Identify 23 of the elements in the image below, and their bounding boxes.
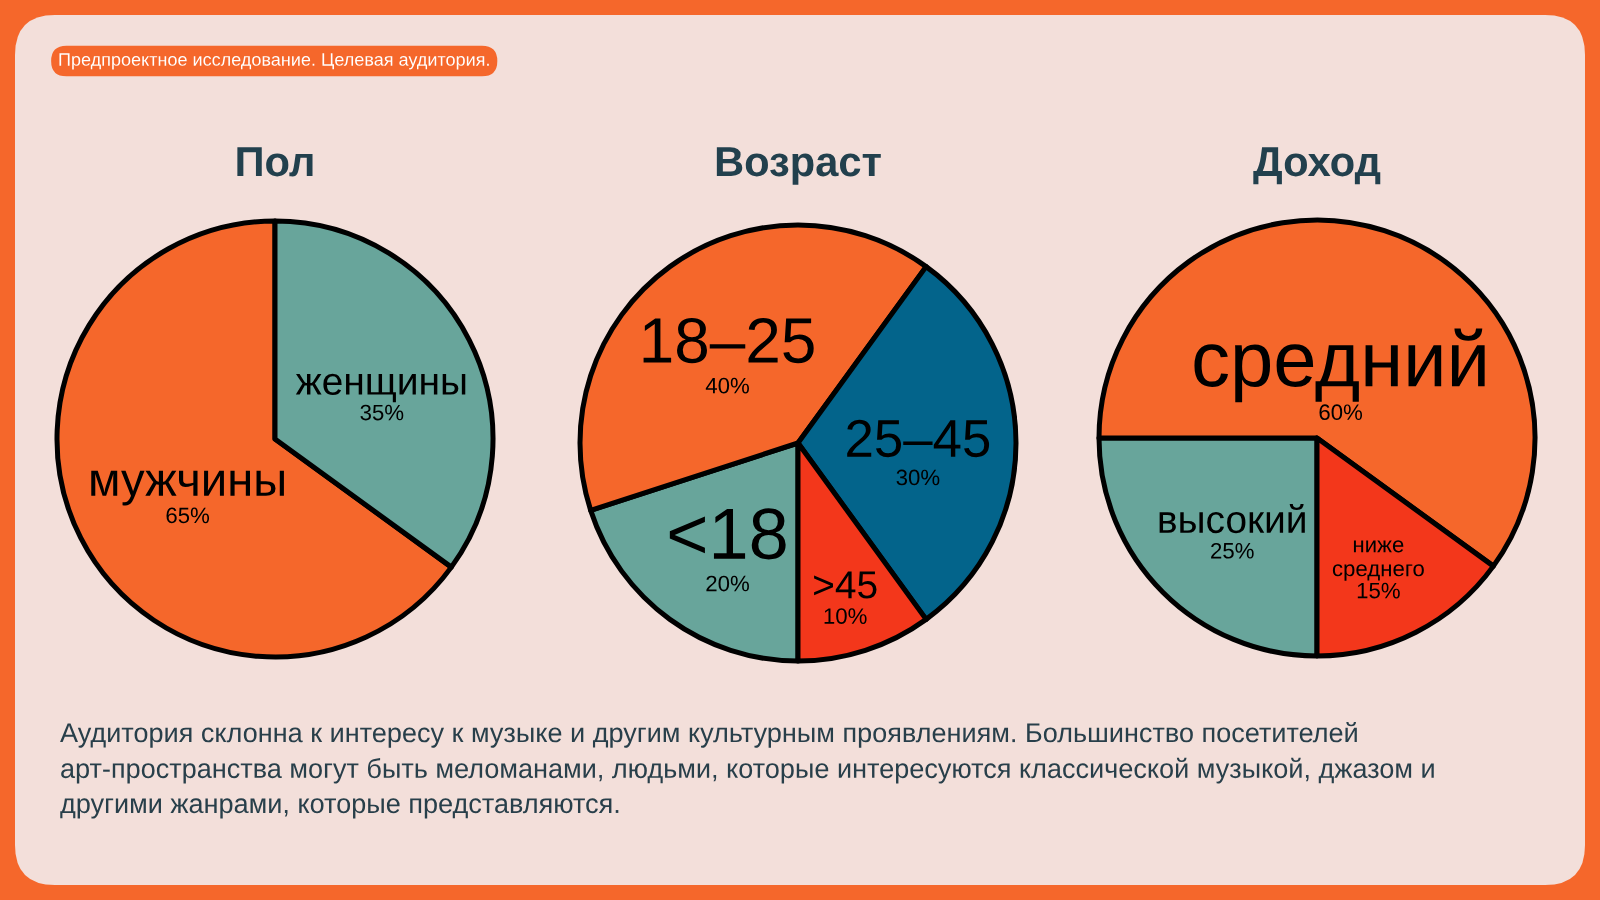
data-label: 65% (166, 507, 210, 524)
slice-label: <18 (669, 508, 786, 560)
chart-title: Пол (237, 147, 313, 177)
chart-title: Возраст (716, 147, 881, 185)
text: Аудитория склонна к интересу к музыке и другим культурным проявлениям. Большинство посетителей арт-пространства могут быть меломанами, людьми, которые интересуются классической музыкой, джазом и другими жанрами, которые представляются. (60, 722, 1434, 819)
data-label: 40% (705, 377, 749, 394)
data-label: 15% (1357, 582, 1400, 599)
data-label: 10% (824, 608, 867, 624)
data-label: 30% (896, 469, 940, 486)
slice-label: мужчины (91, 470, 284, 506)
text: Предпроектное исследование. Целевая аудитория. (59, 53, 489, 70)
slice-label: высокий (1159, 503, 1305, 534)
data-label: 20% (706, 575, 749, 592)
chart-title: Доход (1253, 147, 1381, 185)
data-label: 35% (360, 404, 404, 421)
data-label: 25% (1211, 542, 1254, 559)
data-label: 60% (1319, 404, 1363, 421)
slice-label: 18–25 (643, 317, 814, 364)
slice-label: 25–45 (847, 419, 990, 458)
slice-label: ниже среднего (1332, 540, 1424, 581)
slice-label: >45 (814, 571, 877, 599)
slice-label: средний (1194, 328, 1485, 403)
slice-label: женщины (295, 373, 466, 403)
